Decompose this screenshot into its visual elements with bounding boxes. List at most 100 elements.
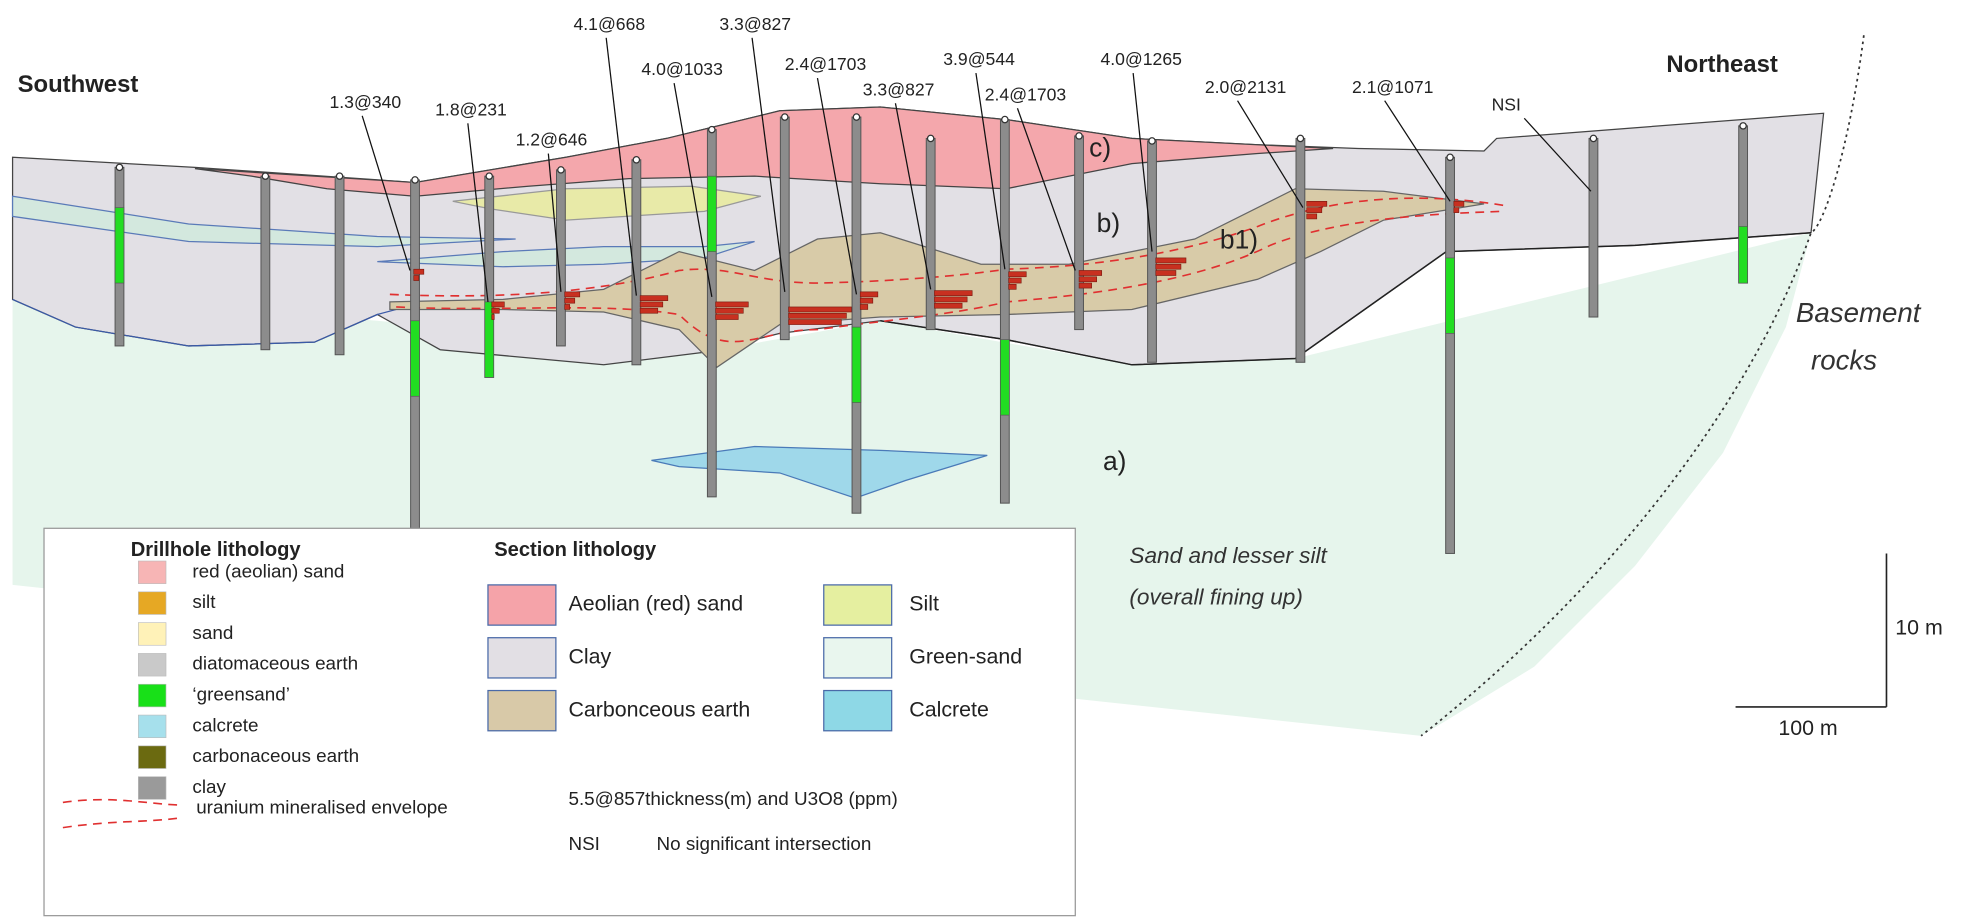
legend-title: Drillhole lithology [131,539,302,561]
drillhole [1147,140,1157,363]
intercept [1306,200,1328,207]
greensand-interval [114,207,125,284]
drillhole-label: 3.9@544 [943,49,1015,69]
intercept [1155,263,1182,270]
lithology-swatch [138,776,167,800]
intercept [564,291,581,298]
collar [781,113,789,121]
greensand-interval [484,301,494,378]
intercept [1008,277,1022,284]
drillhole-label: 1.3@340 [330,92,402,112]
legend-item: Calcrete [909,697,989,721]
collar [632,156,641,164]
zone-label: b) [1097,208,1120,238]
intercept [934,296,968,303]
leader-line [547,153,562,292]
legend-title: Section lithology [494,539,657,561]
aeolian-sand-unit [194,106,1334,197]
intercept [934,290,973,296]
intercept [1453,200,1465,207]
legend-item: calcrete [192,714,258,735]
drillhole [260,175,271,351]
carbonaceous-unit [389,188,1485,369]
intercept [788,312,847,319]
drillhole [851,116,862,514]
legend-item: silt [192,591,216,612]
collar [1446,153,1454,162]
collar [335,172,344,180]
zone-label: a) [1103,446,1126,476]
leader-line [1016,108,1076,271]
leader-line [673,82,713,298]
intercept [1306,207,1323,213]
legend: Drillhole lithology Section lithology re… [43,527,1076,917]
collar [1001,115,1009,124]
legend-item: red (aeolian) sand [192,560,344,581]
scale-label: 10 m [1895,616,1943,640]
drillhole [779,116,790,341]
intercept [1078,276,1097,283]
legend-item: thickness(m) and U3O8 (ppm) [645,788,898,809]
collar [411,176,419,184]
legend-item: Green-sand [909,644,1022,668]
greensand-interval [1738,226,1748,284]
intercept [1008,284,1017,290]
intercept [1306,213,1318,220]
greensand-interval [410,320,420,397]
section-swatch [823,637,893,679]
collar [926,134,935,143]
annotation: (overall fining up) [1129,585,1303,610]
intercept [639,301,664,308]
silt-lens [452,185,762,221]
intercept [491,307,500,314]
drillhole-label: 4.0@1265 [1100,49,1182,69]
intercept [413,268,425,275]
drillhole-label: NSI [1492,94,1521,114]
intercept [788,306,852,313]
intercept [491,314,495,320]
collar [852,113,861,121]
section-swatch [823,689,893,732]
drillhole-label: 4.0@1033 [641,59,723,79]
lithology-swatch [138,560,167,584]
greensand-top [12,298,416,347]
greensand-interval [1445,257,1455,334]
intercept [715,314,739,320]
lithology-swatch [138,622,167,646]
drillhole-label: 2.1@1071 [1352,77,1433,97]
leader-line [361,115,411,271]
intercept [564,304,571,310]
collar [485,172,494,180]
leader-line [1236,100,1304,208]
envelope-swatch [62,798,183,829]
collar [115,163,124,172]
annotation: Basement [1796,297,1922,328]
drillhole [631,159,642,366]
leader-line [1523,117,1592,192]
greensand-interval [707,175,717,252]
direction-label: Southwest [18,71,139,98]
legend-item: ‘greensand’ [192,684,290,705]
legend-item: uranium mineralised envelope [196,797,448,818]
intercept [491,301,505,308]
intercept [859,291,879,298]
collar [1739,122,1747,130]
leader-line [975,72,1006,270]
intercept [1453,207,1460,213]
legend-item: No significant intersection [656,833,871,854]
intercept [1078,282,1092,289]
direction-label: Northeast [1666,51,1777,78]
zone-label: c) [1089,133,1111,163]
intercept [1008,271,1027,278]
greensand-interval [851,326,862,403]
lithology-swatch [138,591,167,615]
lithology-swatch [138,653,167,677]
drillhole [999,119,1010,504]
drillhole [925,137,936,331]
legend-code: 5.5@857 [568,788,645,809]
intercept [639,307,659,314]
intercept [1078,270,1103,276]
greensand-interval [1000,339,1010,416]
scale-label: 100 m [1778,716,1837,740]
